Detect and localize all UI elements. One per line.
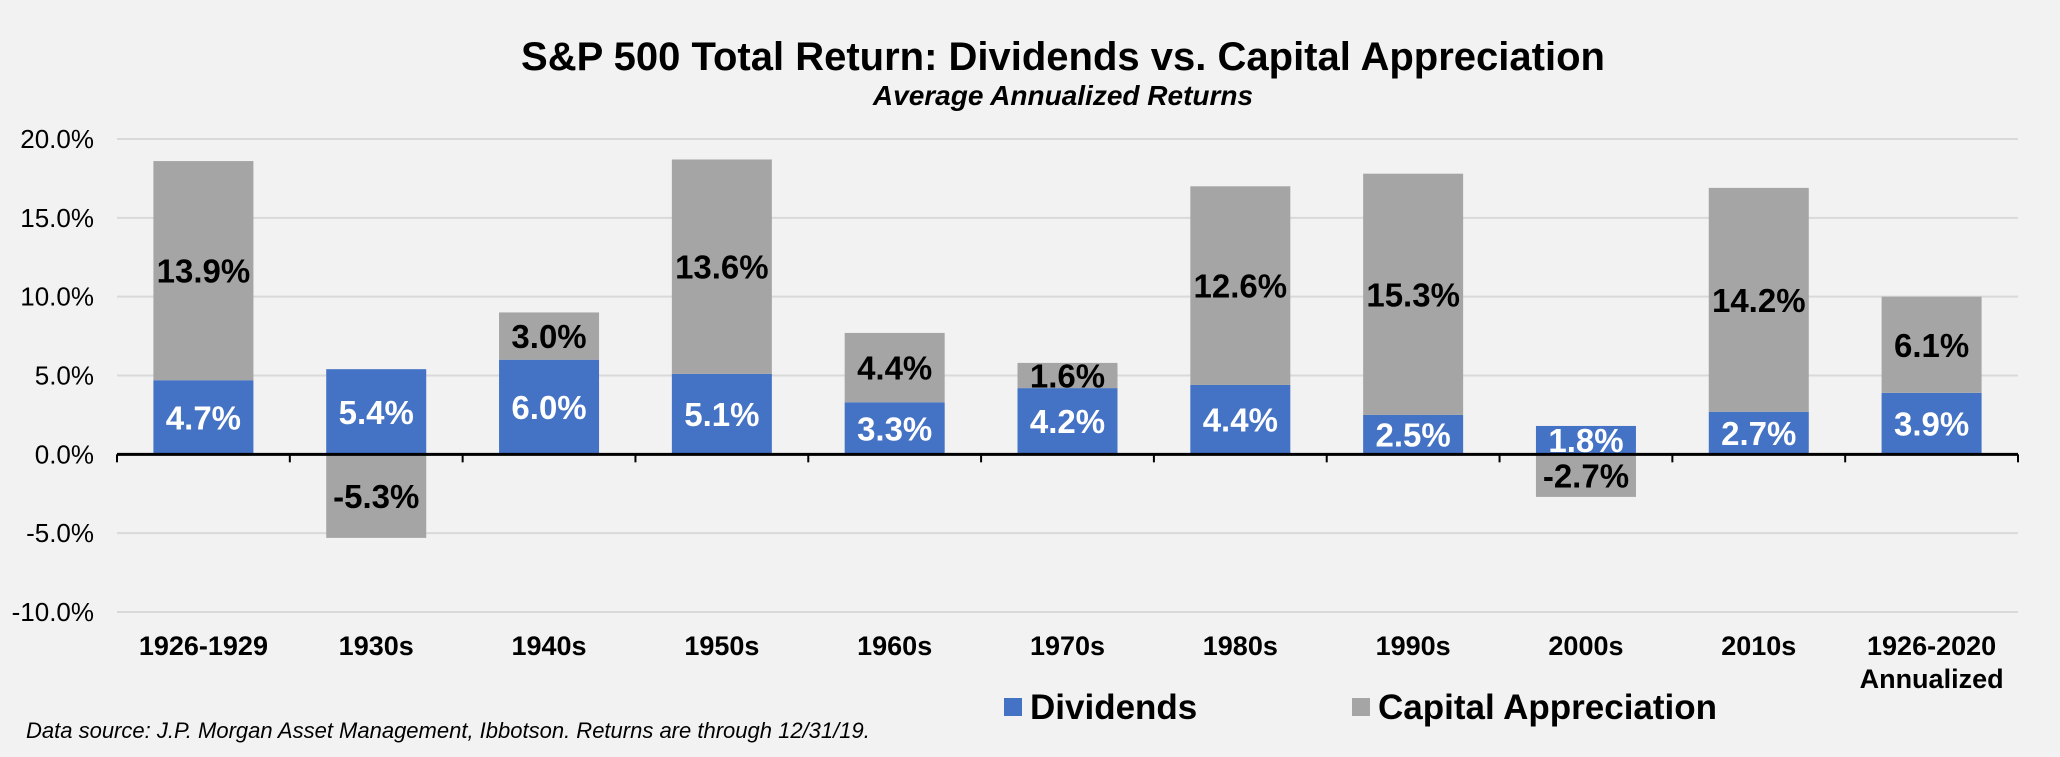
capital-appreciation-data-label: 13.6% xyxy=(675,249,769,286)
x-tick-label: 1950s xyxy=(684,631,759,661)
y-tick-label: 10.0% xyxy=(20,282,94,312)
x-tick-label: 2000s xyxy=(1548,631,1623,661)
dividends-bar xyxy=(1708,411,1809,455)
y-tick-label: 20.0% xyxy=(20,124,94,154)
legend-swatch xyxy=(1352,698,1370,716)
capital-appreciation-data-label: -2.7% xyxy=(1543,458,1629,495)
dividends-data-label: 3.9% xyxy=(1894,406,1969,443)
chart-title: S&P 500 Total Return: Dividends vs. Capi… xyxy=(521,35,1605,79)
x-tick-label: 1980s xyxy=(1203,631,1278,661)
chart-subtitle: Average Annualized Returns xyxy=(872,80,1253,111)
y-tick-label: -10.0% xyxy=(12,597,94,627)
x-tick-label: 2010s xyxy=(1721,631,1796,661)
dividends-bar xyxy=(1363,414,1464,455)
axes: 20.0% 15.0% 10.0% 5.0% 0.0% -5.0% -10.0% 1926-1… xyxy=(12,124,2019,694)
dividends-bar xyxy=(671,373,772,455)
x-tick-label: 1960s xyxy=(857,631,932,661)
dividends-data-label: 5.1% xyxy=(684,396,759,433)
dividends-data-label: 4.2% xyxy=(1030,403,1105,440)
capital-appreciation-data-label: -5.3% xyxy=(333,478,419,515)
dividends-bar xyxy=(326,369,427,455)
dividends-bar xyxy=(1535,425,1636,455)
dividends-bar xyxy=(1017,388,1118,455)
capital-appreciation-data-label: 14.2% xyxy=(1712,282,1806,319)
legend-label: Dividends xyxy=(1030,688,1197,727)
capital-appreciation-bar xyxy=(1017,362,1118,389)
y-tick-label: 5.0% xyxy=(35,361,94,391)
capital-appreciation-bar xyxy=(1708,187,1809,412)
x-tick-label: 1930s xyxy=(339,631,414,661)
dividends-data-label: 5.4% xyxy=(339,394,414,431)
x-tick-label: 1926-1929 xyxy=(139,631,268,661)
capital-appreciation-data-label: 13.9% xyxy=(157,253,251,290)
dividends-data-label: 6.0% xyxy=(511,389,586,426)
dividends-data-label: 2.7% xyxy=(1721,415,1796,452)
dividends-bar xyxy=(153,380,254,455)
capital-appreciation-data-label: 4.4% xyxy=(857,350,932,387)
capital-appreciation-bar xyxy=(1881,296,1982,393)
capital-appreciation-data-label: 15.3% xyxy=(1366,276,1460,313)
capital-appreciation-bar xyxy=(499,312,600,360)
data-source-note: Data source: J.P. Morgan Asset Managemen… xyxy=(26,718,870,743)
dividends-bar xyxy=(844,402,945,455)
legend-swatch xyxy=(1004,698,1022,716)
dividends-data-label: 2.5% xyxy=(1376,417,1451,454)
capital-appreciation-bar xyxy=(1190,186,1291,385)
x-tick-label: 1926-2020 xyxy=(1867,631,1996,661)
dividends-bar xyxy=(499,359,600,455)
y-tick-label: 0.0% xyxy=(35,439,94,469)
legend-label: Capital Appreciation xyxy=(1378,688,1717,727)
dividends-bar xyxy=(1881,392,1982,455)
capital-appreciation-data-label: 12.6% xyxy=(1194,268,1288,305)
dividends-bar xyxy=(1190,384,1291,455)
capital-appreciation-bar xyxy=(1535,454,1636,497)
dividends-data-label: 4.4% xyxy=(1203,402,1278,439)
x-tick-label: 1990s xyxy=(1376,631,1451,661)
x-tick-label: 1940s xyxy=(511,631,586,661)
y-tick-label: 15.0% xyxy=(20,203,94,233)
gridlines xyxy=(117,138,2018,613)
legend: Dividends Capital Appreciation xyxy=(1004,688,1717,727)
capital-appreciation-bar xyxy=(153,161,254,381)
dividends-data-label: 4.7% xyxy=(166,399,241,436)
capital-appreciation-data-label: 1.6% xyxy=(1030,358,1105,395)
x-tick-label: Annualized xyxy=(1860,664,2004,694)
dividends-data-label: 1.8% xyxy=(1548,422,1623,459)
bars xyxy=(153,159,1982,538)
y-tick-label: -5.0% xyxy=(26,518,94,548)
x-tick-label: 1970s xyxy=(1030,631,1105,661)
capital-appreciation-bar xyxy=(1363,173,1464,415)
capital-appreciation-data-label: 6.1% xyxy=(1894,327,1969,364)
capital-appreciation-bar xyxy=(671,159,772,374)
data-labels: 4.7% 13.9% 5.4% -5.3% 6.0% 3.0% 5.1% 13.6% 3.3% 4… xyxy=(157,249,1970,515)
dividends-data-label: 3.3% xyxy=(857,410,932,447)
capital-appreciation-data-label: 3.0% xyxy=(511,318,586,355)
capital-appreciation-bar xyxy=(844,332,945,403)
capital-appreciation-bar xyxy=(326,454,427,538)
